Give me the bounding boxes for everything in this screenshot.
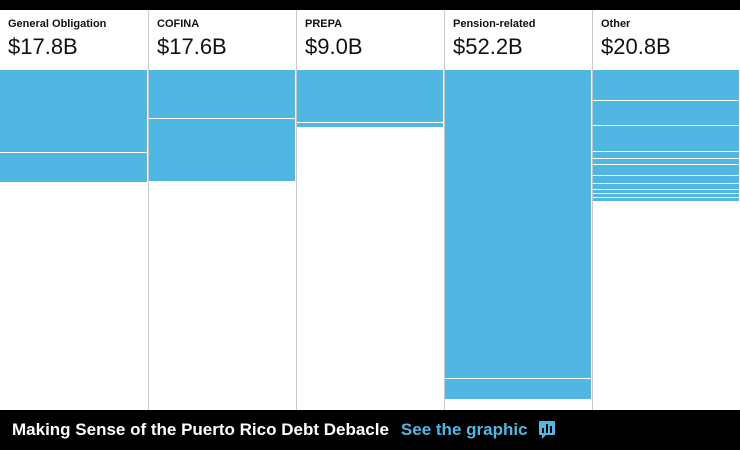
bar-other: [593, 70, 739, 201]
bar-segment-divider: [593, 151, 739, 153]
bar-cofina: [149, 70, 295, 181]
bar-segment-divider: [445, 377, 591, 379]
column-cofina: COFINA $17.6B: [148, 10, 295, 410]
column-value: $20.8B: [601, 34, 671, 59]
column-label: COFINA: [157, 18, 200, 30]
column-label: PREPA: [305, 18, 343, 30]
bar-segment-divider: [297, 122, 443, 124]
footer-banner: Making Sense of the Puerto Rico Debt Deb…: [0, 410, 740, 450]
bar-chart-icon[interactable]: [538, 420, 556, 440]
top-bar: [0, 0, 740, 10]
bar-segment-divider: [593, 197, 739, 199]
column-value: $17.8B: [8, 34, 78, 59]
chart: General Obligation $17.8B COFINA $17.6B …: [0, 10, 740, 410]
bar-segment-divider: [593, 164, 739, 166]
bar-segment-divider: [149, 118, 295, 120]
column-value: $52.2B: [453, 34, 523, 59]
column-pension-related: Pension-related $52.2B: [444, 10, 591, 410]
bar-segment-divider: [593, 183, 739, 185]
bar-segment-divider: [593, 99, 739, 101]
column-label: Pension-related: [453, 18, 536, 30]
bar-pension-related: [445, 70, 591, 399]
bar-segment-divider: [593, 193, 739, 195]
column-value: $17.6B: [157, 34, 227, 59]
column-label: General Obligation: [8, 18, 107, 30]
column-value: $9.0B: [305, 34, 363, 59]
bar-segment-divider: [593, 157, 739, 159]
column-label: Other: [601, 18, 631, 30]
bar-segment-divider: [593, 189, 739, 190]
bar-segment-divider: [0, 152, 147, 154]
bar-prepa: [297, 70, 443, 127]
see-graphic-link[interactable]: See the graphic: [400, 420, 528, 439]
bar-segment-divider: [593, 174, 739, 176]
column-prepa: PREPA $9.0B: [296, 10, 443, 410]
bar-segment-divider: [593, 124, 739, 126]
footer-title: Making Sense of the Puerto Rico Debt Deb…: [12, 420, 389, 439]
bar-general-obligation: [0, 70, 147, 183]
column-other: Other $20.8B: [592, 10, 739, 410]
column-general-obligation: General Obligation $17.8B: [0, 10, 147, 410]
